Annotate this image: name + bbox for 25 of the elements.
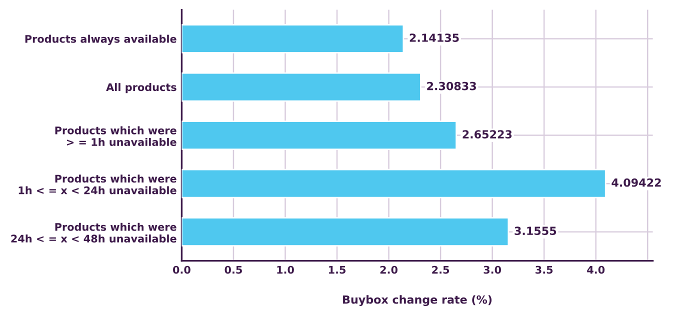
bar: [182, 24, 404, 54]
y-tick-label: Products always available: [25, 34, 176, 45]
bar: [182, 72, 422, 102]
x-tick-label: 2.5: [432, 266, 450, 274]
x-tick-label: 3.0: [484, 266, 502, 274]
x-tick-label: 2.0: [380, 266, 398, 274]
x-tick-label: 0.5: [224, 266, 242, 274]
y-tick-label: Products which were > = 1h unavailable: [55, 126, 176, 146]
data-label: 2.30833: [427, 82, 476, 90]
data-label: 4.09422: [612, 178, 661, 187]
data-label: 2.65223: [462, 130, 512, 139]
bar: [182, 217, 510, 247]
y-tick-label: Products which were 1h < = x < 24h unavailable: [18, 174, 176, 194]
x-tick-label: 3.5: [536, 266, 553, 274]
x-tick-label: 4.0: [587, 266, 605, 274]
bar: [182, 120, 458, 150]
data-label: 2.14135: [410, 34, 459, 42]
bar: [182, 168, 606, 198]
x-tick-label: 0.0: [172, 266, 190, 274]
x-tick-label: 1.5: [328, 266, 346, 274]
y-tick-label: All products: [106, 83, 176, 94]
data-label: 3.1555: [514, 226, 556, 236]
x-axis-title: Buybox change rate (%): [343, 295, 492, 306]
y-tick-label: Products which were 24h < = x < 48h unavailable: [11, 222, 176, 243]
x-tick-label: 1.0: [277, 266, 294, 274]
